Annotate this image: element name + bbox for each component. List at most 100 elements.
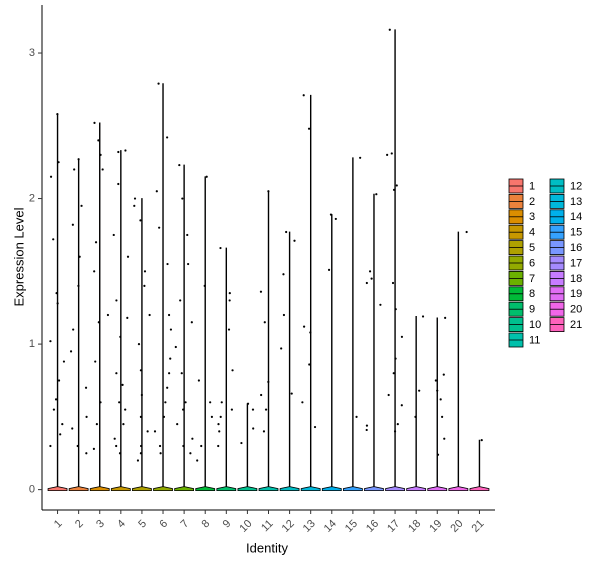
data-point — [267, 190, 270, 193]
legend-label: 17 — [570, 257, 582, 269]
violin — [448, 231, 469, 492]
violin — [89, 122, 110, 492]
x-tick-label: 17 — [385, 518, 402, 535]
data-point — [190, 321, 193, 324]
data-point — [200, 444, 203, 448]
data-point — [168, 372, 171, 375]
data-point — [56, 302, 59, 305]
data-point — [112, 233, 115, 237]
data-point — [439, 398, 442, 401]
y-tick-label: 0 — [29, 484, 35, 496]
data-point — [262, 430, 266, 433]
data-point — [124, 408, 127, 411]
legend-label: 2 — [529, 196, 535, 208]
data-point — [220, 401, 223, 404]
violin — [174, 164, 195, 492]
data-point — [179, 299, 182, 302]
data-point — [309, 331, 312, 334]
data-point — [187, 262, 190, 266]
data-point — [285, 230, 288, 234]
data-point — [395, 184, 398, 187]
data-point — [418, 389, 421, 392]
data-point — [182, 444, 185, 448]
legend-label: 12 — [570, 180, 582, 192]
legend-label: 20 — [570, 304, 582, 316]
data-point — [52, 408, 56, 411]
data-point — [260, 393, 263, 397]
legend-label: 14 — [570, 211, 582, 223]
data-point — [117, 182, 120, 186]
data-point — [313, 425, 317, 429]
x-tick-label: 12 — [280, 518, 297, 535]
data-point — [334, 217, 337, 221]
data-point — [97, 139, 100, 142]
data-point — [444, 316, 447, 319]
legend-label: 15 — [570, 227, 582, 239]
data-point — [388, 28, 391, 31]
data-point — [400, 335, 404, 338]
data-point — [181, 197, 184, 200]
data-point — [393, 430, 397, 433]
data-point — [191, 437, 194, 440]
data-point — [155, 190, 158, 193]
data-point — [97, 321, 100, 324]
data-point — [99, 153, 102, 156]
data-point — [391, 281, 395, 285]
x-tick-label: 16 — [364, 518, 381, 535]
data-point — [95, 423, 98, 426]
data-point — [293, 239, 296, 242]
data-point — [436, 453, 440, 456]
data-point — [92, 447, 95, 450]
data-point — [180, 372, 183, 375]
data-point — [158, 226, 161, 229]
data-point — [396, 423, 399, 426]
data-point — [365, 424, 369, 427]
data-point — [205, 175, 208, 178]
violin — [385, 29, 405, 492]
data-point — [99, 401, 102, 404]
violin — [132, 198, 152, 492]
legend-label: 19 — [570, 288, 582, 300]
data-point — [228, 292, 231, 295]
data-point — [359, 156, 362, 159]
data-point — [368, 270, 372, 273]
data-point — [56, 113, 59, 116]
legend-label: 10 — [529, 319, 541, 331]
data-point — [386, 153, 389, 156]
x-tick-label: 1 — [52, 518, 65, 531]
data-point — [196, 459, 199, 462]
legend-label: 1 — [529, 180, 535, 192]
data-point — [394, 357, 397, 360]
data-point — [59, 433, 62, 436]
data-point — [93, 121, 96, 124]
data-point — [119, 335, 122, 338]
data-point — [307, 127, 311, 130]
data-point — [167, 313, 171, 317]
x-tick-label: 14 — [322, 518, 339, 535]
data-point — [77, 284, 80, 287]
data-point — [182, 408, 185, 411]
data-point — [174, 345, 177, 349]
data-point — [264, 408, 268, 411]
data-point — [57, 379, 61, 382]
data-point — [210, 415, 214, 418]
data-point — [184, 401, 187, 404]
data-point — [73, 168, 76, 171]
data-point — [139, 444, 143, 448]
data-point — [52, 238, 55, 241]
data-point — [49, 444, 52, 448]
data-point — [227, 328, 231, 331]
data-point — [189, 452, 192, 455]
data-point — [139, 219, 142, 222]
x-tick-label: 10 — [237, 518, 254, 535]
violin — [279, 231, 300, 492]
legend-label: 18 — [570, 273, 582, 285]
data-point — [176, 423, 179, 426]
legend-label: 11 — [529, 334, 540, 346]
data-point — [282, 313, 286, 317]
data-point — [94, 241, 98, 244]
data-point — [62, 360, 66, 363]
data-point — [146, 430, 149, 433]
data-point — [124, 149, 127, 152]
